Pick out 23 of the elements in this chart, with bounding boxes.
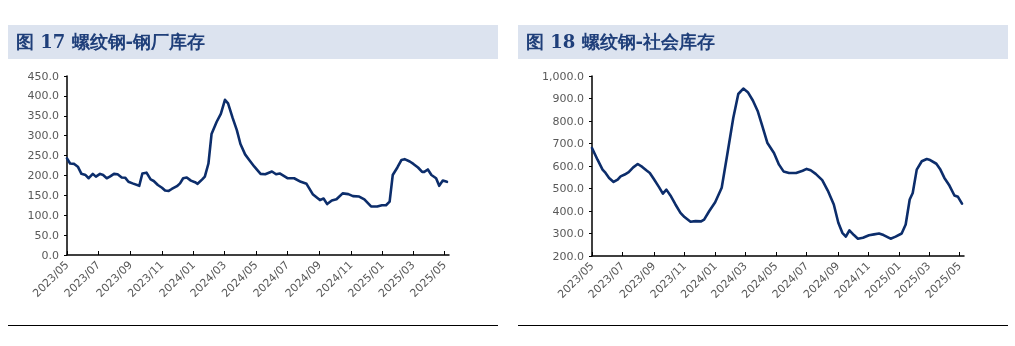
- y-tick-label: 700.0: [552, 137, 584, 150]
- chart-title: 图 17 螺纹钢-钢厂库存: [8, 25, 498, 59]
- y-tick-label: 450.0: [27, 69, 59, 83]
- y-tick-label: 0.0: [41, 248, 59, 262]
- line-series: [65, 98, 449, 208]
- y-tick-label: 50.0: [34, 228, 59, 242]
- chart-title: 图 18 螺纹钢-社会库存: [518, 25, 1008, 59]
- y-tick-label: 900.0: [552, 92, 584, 105]
- y-tick-label: 200.0: [27, 168, 59, 182]
- line-series: [590, 87, 964, 240]
- y-tick-label: 400.0: [27, 89, 59, 103]
- y-tick-label: 1,000.0: [542, 69, 584, 83]
- y-tick-label: 800.0: [552, 114, 584, 128]
- y-tick-label: 300.0: [27, 129, 59, 143]
- y-tick-label: 350.0: [27, 109, 59, 123]
- y-tick-label: 500.0: [552, 182, 584, 195]
- y-tick-label: 400.0: [552, 204, 584, 218]
- y-tick-label: 150.0: [27, 188, 59, 202]
- y-tick-label: 200.0: [552, 249, 584, 263]
- y-tick-label: 100.0: [27, 208, 59, 222]
- y-tick-label: 300.0: [552, 227, 584, 240]
- y-tick-label: 600.0: [552, 159, 584, 173]
- y-tick-label: 250.0: [27, 149, 59, 163]
